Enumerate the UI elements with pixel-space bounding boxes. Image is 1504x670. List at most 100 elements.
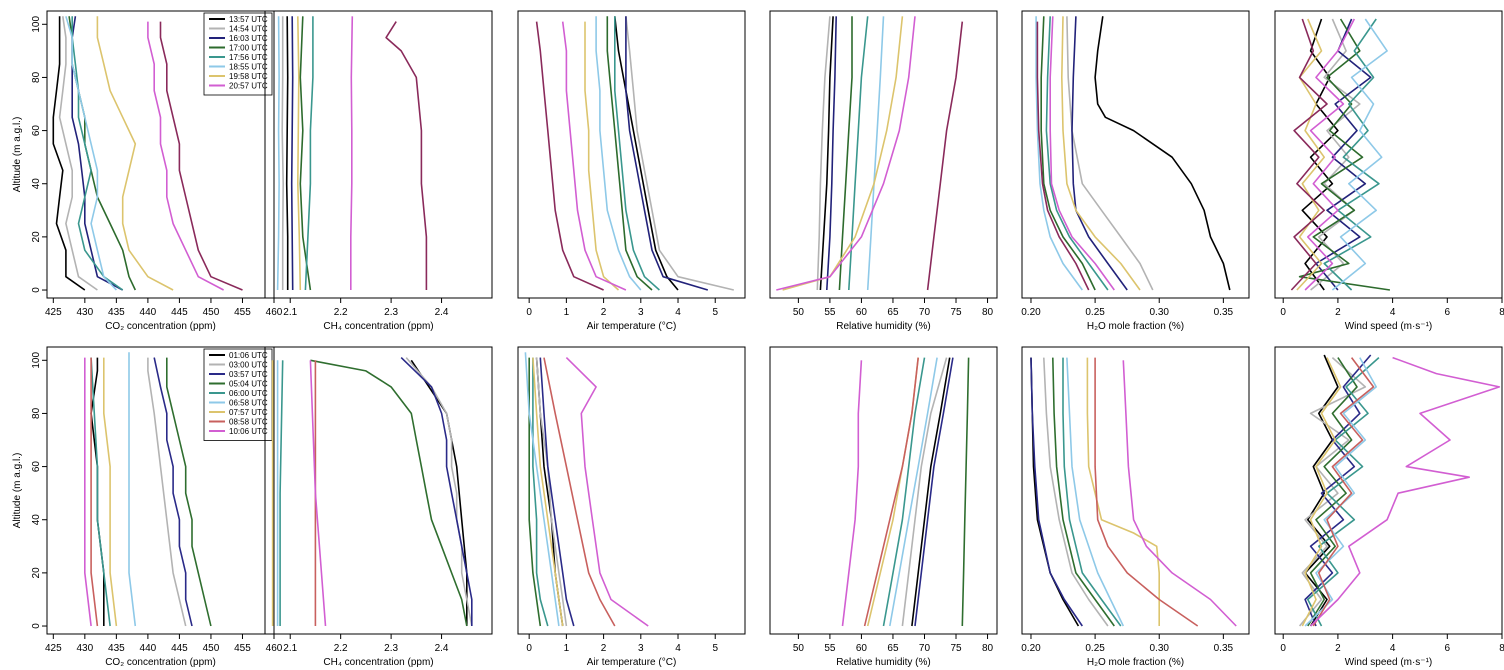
series-line-1 [1066, 16, 1154, 291]
x-tick-label: 75 [950, 643, 962, 654]
x-axis-title: Wind speed (m·s⁻¹) [1345, 321, 1433, 332]
x-axis-title: H₂O mole fraction (%) [1087, 657, 1184, 668]
series-line-7 [90, 357, 99, 627]
series-line-8 [841, 360, 863, 627]
x-tick-label: 4 [675, 643, 681, 654]
series-line-0 [1304, 354, 1339, 627]
series-line-4 [304, 16, 314, 291]
plot-frame [1021, 10, 1250, 299]
series-line-6 [1296, 18, 1325, 291]
series-line-6 [584, 21, 620, 291]
series-line-3 [310, 359, 468, 627]
series-line-1 [58, 16, 98, 291]
x-tick-label: 50 [793, 307, 805, 318]
legend-label: 16:03 UTC [229, 34, 268, 43]
x-tick-label: 3 [638, 307, 644, 318]
x-tick-label: 445 [171, 643, 188, 654]
series-line-0 [614, 16, 679, 291]
x-axis-title: Air temperature (°C) [587, 657, 677, 668]
series-line-7 [1312, 357, 1375, 627]
series-line-8 [1036, 21, 1090, 291]
series-line-1 [535, 357, 568, 627]
series-line-2 [1071, 16, 1128, 291]
legend-label: 08:58 UTC [229, 418, 268, 427]
x-tick-label: 8 [1499, 307, 1504, 318]
plot-frame [769, 10, 998, 299]
series-line-2 [400, 357, 473, 626]
panel-0-3: 50 55 60 65 70 75 80 Relative humidity (%) [769, 10, 998, 332]
x-tick-label: 4 [1390, 643, 1396, 654]
legend-label: 18:55 UTC [229, 63, 268, 72]
series-line-7 [863, 357, 919, 627]
x-tick-label: 4 [675, 307, 681, 318]
x-tick-label: 430 [76, 643, 93, 654]
panel-1-5: 0 2 4 6 8 Wind speed (m·s⁻¹) [1274, 346, 1504, 668]
series-line-1 [625, 16, 734, 291]
series-line-7 [1304, 18, 1356, 291]
x-tick-label: 2 [1335, 307, 1341, 318]
x-tick-label: 70 [919, 643, 931, 654]
x-tick-label: 2.2 [334, 643, 348, 654]
series-line-7 [776, 16, 916, 291]
x-axis-title: CO₂ concentration (ppm) [105, 321, 216, 332]
x-tick-label: 0 [1280, 643, 1286, 654]
series-line-3 [1052, 357, 1115, 627]
series-line-8 [159, 21, 243, 291]
panel-0-5: 0 2 4 6 8 Wind speed (m·s⁻¹) [1274, 10, 1504, 332]
series-line-1 [1043, 357, 1109, 627]
y-tick-label: 40 [31, 178, 42, 190]
series-line-2 [1030, 357, 1083, 627]
series-line-6 [866, 357, 919, 627]
x-tick-label: 455 [234, 307, 251, 318]
x-tick-label: 2.3 [384, 307, 398, 318]
series-line-1 [816, 16, 831, 291]
series-line-8 [84, 357, 92, 627]
series-line-4 [71, 16, 124, 291]
legend-label: 17:56 UTC [229, 53, 268, 62]
x-tick-label: 0 [526, 307, 532, 318]
plot-frame [1274, 10, 1503, 299]
x-tick-label: 0.35 [1214, 307, 1234, 318]
x-tick-label: 0 [526, 643, 532, 654]
x-tick-label: 2.4 [435, 643, 449, 654]
series-line-5 [889, 357, 938, 627]
series-line-2 [625, 16, 709, 291]
y-tick-label: 100 [31, 16, 42, 33]
y-tick-label: 0 [31, 623, 42, 629]
series-line-7 [561, 21, 627, 291]
series-line-5 [524, 352, 560, 627]
series-line-8 [1122, 360, 1237, 627]
series-line-2 [290, 16, 294, 291]
y-tick-label: 60 [31, 461, 42, 473]
x-axis-title: Air temperature (°C) [587, 321, 677, 332]
series-line-8 [1310, 356, 1501, 627]
x-tick-label: 460 [266, 307, 283, 318]
series-line-6 [296, 16, 302, 291]
series-line-4 [1045, 16, 1109, 291]
y-tick-label: 40 [31, 514, 42, 526]
x-tick-label: 0.25 [1085, 307, 1105, 318]
x-tick-label: 0.30 [1149, 643, 1169, 654]
x-tick-label: 460 [266, 643, 283, 654]
series-line-5 [276, 16, 280, 291]
series-line-1 [901, 357, 948, 627]
series-line-5 [128, 352, 137, 627]
x-tick-label: 2 [1335, 643, 1341, 654]
series-line-7 [147, 21, 224, 291]
series-line-7 [543, 357, 616, 627]
series-line-2 [153, 357, 193, 627]
x-tick-label: 2.2 [334, 307, 348, 318]
legend-label: 06:00 UTC [229, 389, 268, 398]
x-tick-label: 0 [1280, 307, 1286, 318]
series-line-2 [914, 357, 954, 627]
series-line-3 [961, 357, 970, 627]
x-tick-label: 3 [638, 643, 644, 654]
x-tick-label: 0.35 [1214, 643, 1234, 654]
x-tick-label: 445 [171, 307, 188, 318]
x-tick-label: 435 [108, 643, 125, 654]
x-tick-label: 5 [712, 643, 718, 654]
